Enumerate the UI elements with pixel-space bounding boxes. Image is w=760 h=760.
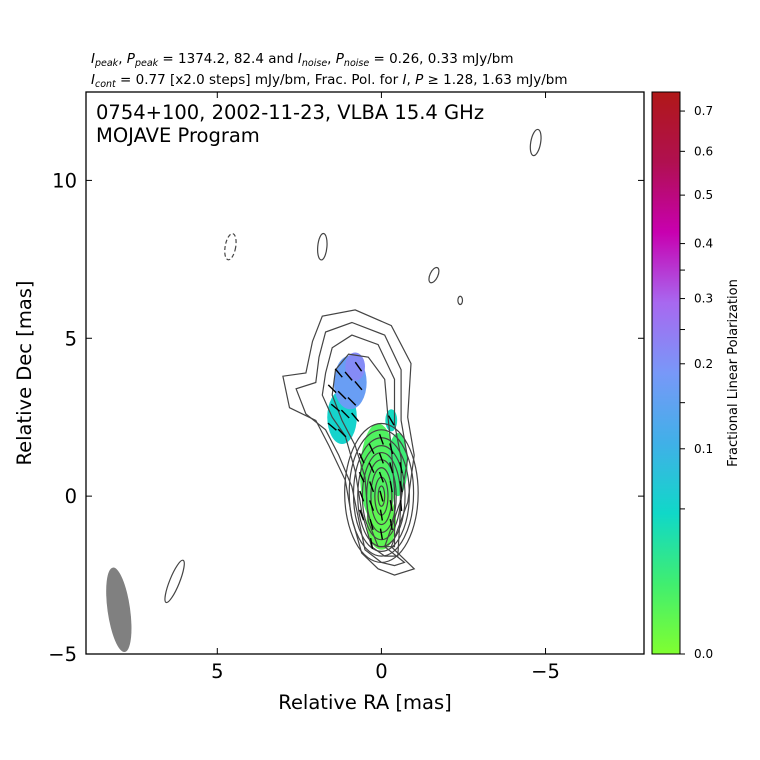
evpa-vector — [379, 528, 384, 540]
core-contour — [370, 467, 393, 526]
evpa-vector — [327, 422, 337, 431]
evpa-vector — [359, 490, 365, 502]
evpa-vector — [379, 509, 384, 521]
core-contour — [348, 429, 415, 557]
colorbar-tick-label: 0.1 — [694, 442, 713, 456]
colorbar-tick-label: 0.5 — [694, 188, 713, 202]
evpa-vector — [340, 409, 350, 419]
extended-contour — [295, 321, 409, 567]
y-tick-label: 10 — [52, 169, 77, 192]
negative-contour — [224, 233, 237, 261]
y-axis-label: Relative Dec [mas] — [13, 280, 36, 465]
isolated-contour — [529, 128, 542, 157]
evpa-vector — [369, 537, 374, 550]
x-tick-label: 0 — [375, 660, 387, 683]
core-contour — [357, 445, 406, 548]
beam-shape — [106, 567, 132, 653]
polarization-patch — [345, 352, 366, 381]
extended-contour — [282, 309, 416, 576]
evpa-vector — [378, 471, 384, 483]
evpa-vector — [399, 500, 403, 512]
panel-title-line-2: MOJAVE Program — [96, 124, 260, 147]
x-axis-label: Relative RA [mas] — [278, 691, 451, 714]
evpa-vector — [344, 371, 353, 381]
isolated-contour — [428, 266, 440, 284]
evpa-vector — [379, 490, 384, 502]
colorbar-tick-label: 0.7 — [694, 104, 713, 118]
evpa-vector — [399, 462, 403, 474]
evpa-vector — [368, 462, 375, 473]
colorbar-ticks: 0.0 0.1 0.2 0.3 0.4 0.5 0.6 0.7 — [680, 104, 713, 661]
colorbar-tick-label: 0.4 — [694, 237, 713, 251]
extended-contour — [321, 334, 402, 557]
evpa-vector — [389, 481, 393, 493]
x-tick-label: −5 — [531, 660, 560, 683]
evpa-vector — [351, 412, 360, 422]
stokes-i-contours — [164, 128, 542, 604]
evpa-vectors — [327, 361, 403, 550]
evpa-vector — [337, 428, 347, 438]
core-contour — [344, 422, 419, 564]
evpa-vector — [354, 380, 363, 391]
evpa-vector — [378, 433, 384, 445]
polarization-color-patches — [327, 352, 408, 550]
evpa-vector — [389, 462, 394, 474]
header-line-1: Ipeak, Ppeak = 1374.2, 82.4 and Inoise, … — [91, 51, 513, 69]
x-tick-label: 5 — [211, 660, 223, 683]
evpa-vector — [327, 384, 337, 394]
evpa-vector — [358, 452, 365, 464]
colorbar-label: Fractional Linear Polarization — [726, 279, 741, 467]
axis-ticks: 5 0 −5 −5 0 5 10 — [48, 92, 644, 683]
evpa-vector — [369, 519, 374, 531]
colorbar-tick-label: 0.0 — [694, 647, 713, 661]
plot-frame — [85, 91, 645, 655]
evpa-vector — [368, 443, 375, 455]
evpa-vector — [378, 452, 384, 464]
isolated-contour — [457, 295, 464, 306]
evpa-vector — [354, 361, 363, 372]
polarization-patch — [387, 432, 408, 497]
isolated-contour — [317, 232, 328, 261]
evpa-vector — [387, 415, 395, 426]
colorbar — [651, 91, 681, 655]
y-tick-label: 5 — [65, 327, 77, 350]
evpa-vector — [369, 500, 375, 512]
core-contour — [377, 485, 386, 507]
evpa-vector — [359, 509, 365, 521]
plot-area — [106, 128, 542, 653]
colorbar-tick-label: 0.6 — [694, 144, 713, 158]
colorbar-tick-label: 0.3 — [694, 292, 713, 306]
evpa-vector — [399, 481, 403, 493]
header-line-2: Icont = 0.77 [x2.0 steps] mJy/bm, Frac. … — [91, 72, 568, 90]
evpa-vector — [389, 500, 393, 512]
evpa-vector — [330, 403, 341, 412]
beam-ellipse — [106, 567, 132, 653]
evpa-vector — [389, 519, 393, 531]
evpa-vector — [389, 443, 394, 455]
panel-title-line-1: 0754+100, 2002-11-23, VLBA 15.4 GHz — [96, 101, 484, 124]
y-tick-label: 0 — [65, 485, 77, 508]
evpa-vector — [334, 368, 343, 378]
evpa-vector — [369, 481, 375, 493]
evpa-vector — [358, 471, 365, 483]
colorbar-tick-label: 0.2 — [694, 357, 713, 371]
evpa-vector — [337, 390, 347, 400]
isolated-contour — [164, 559, 185, 604]
evpa-vector — [347, 397, 357, 406]
y-tick-label: −5 — [48, 643, 77, 666]
